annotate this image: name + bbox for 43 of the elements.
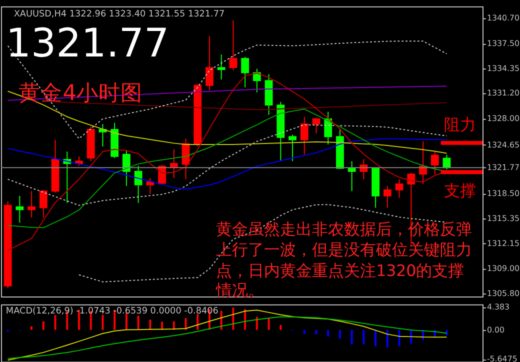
- candlestick: [395, 178, 404, 198]
- y-tick-label: 1315.35: [486, 214, 520, 223]
- candlestick: [39, 189, 48, 218]
- y-tick-label: 1324.65: [486, 140, 520, 150]
- annotation: 点，日内黄金重点关注1320的支撑: [216, 260, 464, 280]
- candlestick: [288, 134, 296, 162]
- annotation: 1321.77: [6, 20, 170, 67]
- candlestick: [75, 156, 83, 166]
- candlestick: [206, 35, 214, 91]
- y-tick-label: 1318.50: [486, 188, 520, 198]
- candlestick: [252, 68, 261, 93]
- y-tick-label: 0.00: [486, 325, 504, 334]
- y-tick-label: -5.6475: [486, 354, 518, 362]
- candlestick: [430, 151, 439, 175]
- line-series: [54, 101, 448, 110]
- y-tick-label: 1312.15: [486, 239, 520, 248]
- y-tick-label: 1334.35: [486, 64, 520, 73]
- annotation: 上行了一波，但是没有破位关键阻力: [216, 240, 472, 260]
- line-series: [7, 316, 448, 359]
- y-tick-label: 4.383: [486, 302, 510, 312]
- candlestick: [229, 20, 238, 71]
- chart-title: XAUUSD,H4 1322.96 1323.40 1321.55 1321.77: [14, 9, 225, 20]
- y-tick-label: 1331.20: [486, 88, 520, 98]
- y-tick-label: 1337.50: [486, 38, 520, 48]
- y-tick-label: 1309.00: [486, 264, 520, 273]
- y-tick-label: 1340.70: [486, 14, 520, 23]
- candlestick: [28, 190, 36, 218]
- candlestick: [122, 150, 130, 186]
- candlestick: [312, 117, 320, 134]
- y-tick-label: 1305.80: [486, 289, 520, 298]
- y-tick-label: 1328.00: [486, 114, 520, 123]
- candlestick: [383, 185, 392, 208]
- y-tick-label: 1321.77: [486, 163, 520, 172]
- candlestick: [300, 116, 308, 155]
- candlestick: [146, 178, 154, 194]
- candlestick: [241, 56, 250, 88]
- ref-line-label: 阻力: [444, 115, 476, 134]
- candlestick: [217, 54, 226, 80]
- candlestick: [134, 165, 142, 204]
- candlestick: [16, 195, 24, 224]
- candlestick: [348, 160, 356, 192]
- ref-line-label: 支撑: [444, 180, 476, 200]
- annotation: 情况。: [215, 280, 264, 300]
